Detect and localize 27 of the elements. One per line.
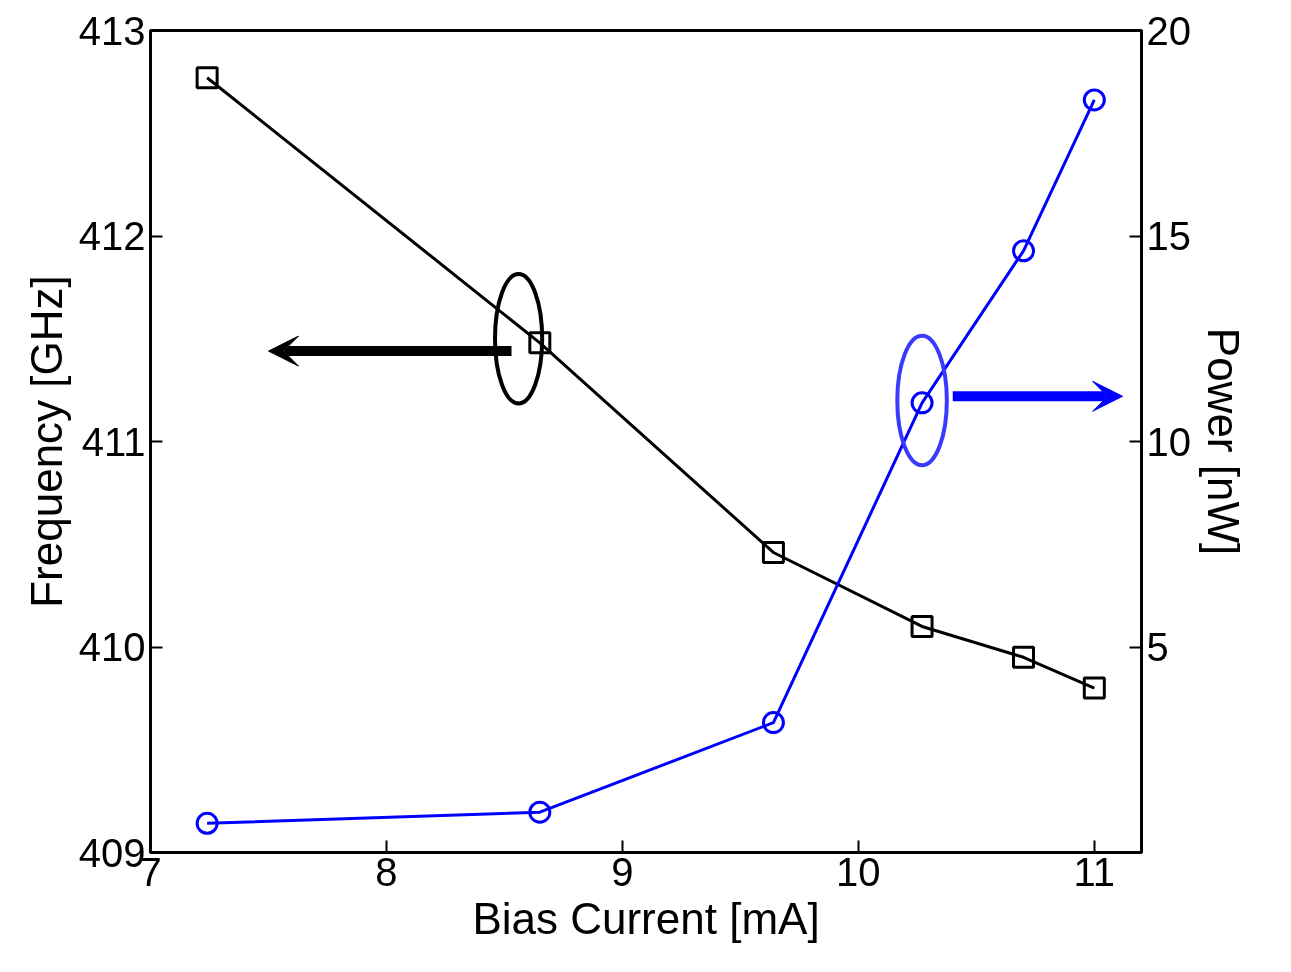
point <box>1082 88 1106 112</box>
y2-tick-label: 15 <box>1146 214 1191 258</box>
point <box>528 800 552 824</box>
point <box>1012 239 1036 263</box>
x-axis-title: Bias Current [mA] <box>472 893 820 943</box>
point <box>761 711 785 735</box>
point <box>195 811 219 835</box>
point <box>1082 676 1106 700</box>
point <box>528 331 552 355</box>
point <box>910 614 934 638</box>
y-axis-title: Frequency [GHz] <box>21 275 71 608</box>
y2-tick-label: 20 <box>1146 8 1191 53</box>
y2-tick-label: 5 <box>1146 625 1169 669</box>
point <box>761 540 785 564</box>
x-tick-label: 11 <box>1073 849 1116 894</box>
y2-tick-label: 10 <box>1146 419 1191 464</box>
y2-axis-title: Power [nW] <box>1198 327 1248 556</box>
point <box>910 391 934 415</box>
y-tick-label: 412 <box>78 214 146 258</box>
x-tick-label: 8 <box>375 849 398 894</box>
point <box>195 66 219 90</box>
point <box>1012 645 1036 669</box>
x-tick-label: 9 <box>611 849 634 894</box>
y-tick-label: 410 <box>78 625 146 669</box>
x-tick-label: 10 <box>836 849 881 894</box>
y-tick-label: 411 <box>81 419 146 464</box>
y-tick-label: 413 <box>78 8 146 53</box>
